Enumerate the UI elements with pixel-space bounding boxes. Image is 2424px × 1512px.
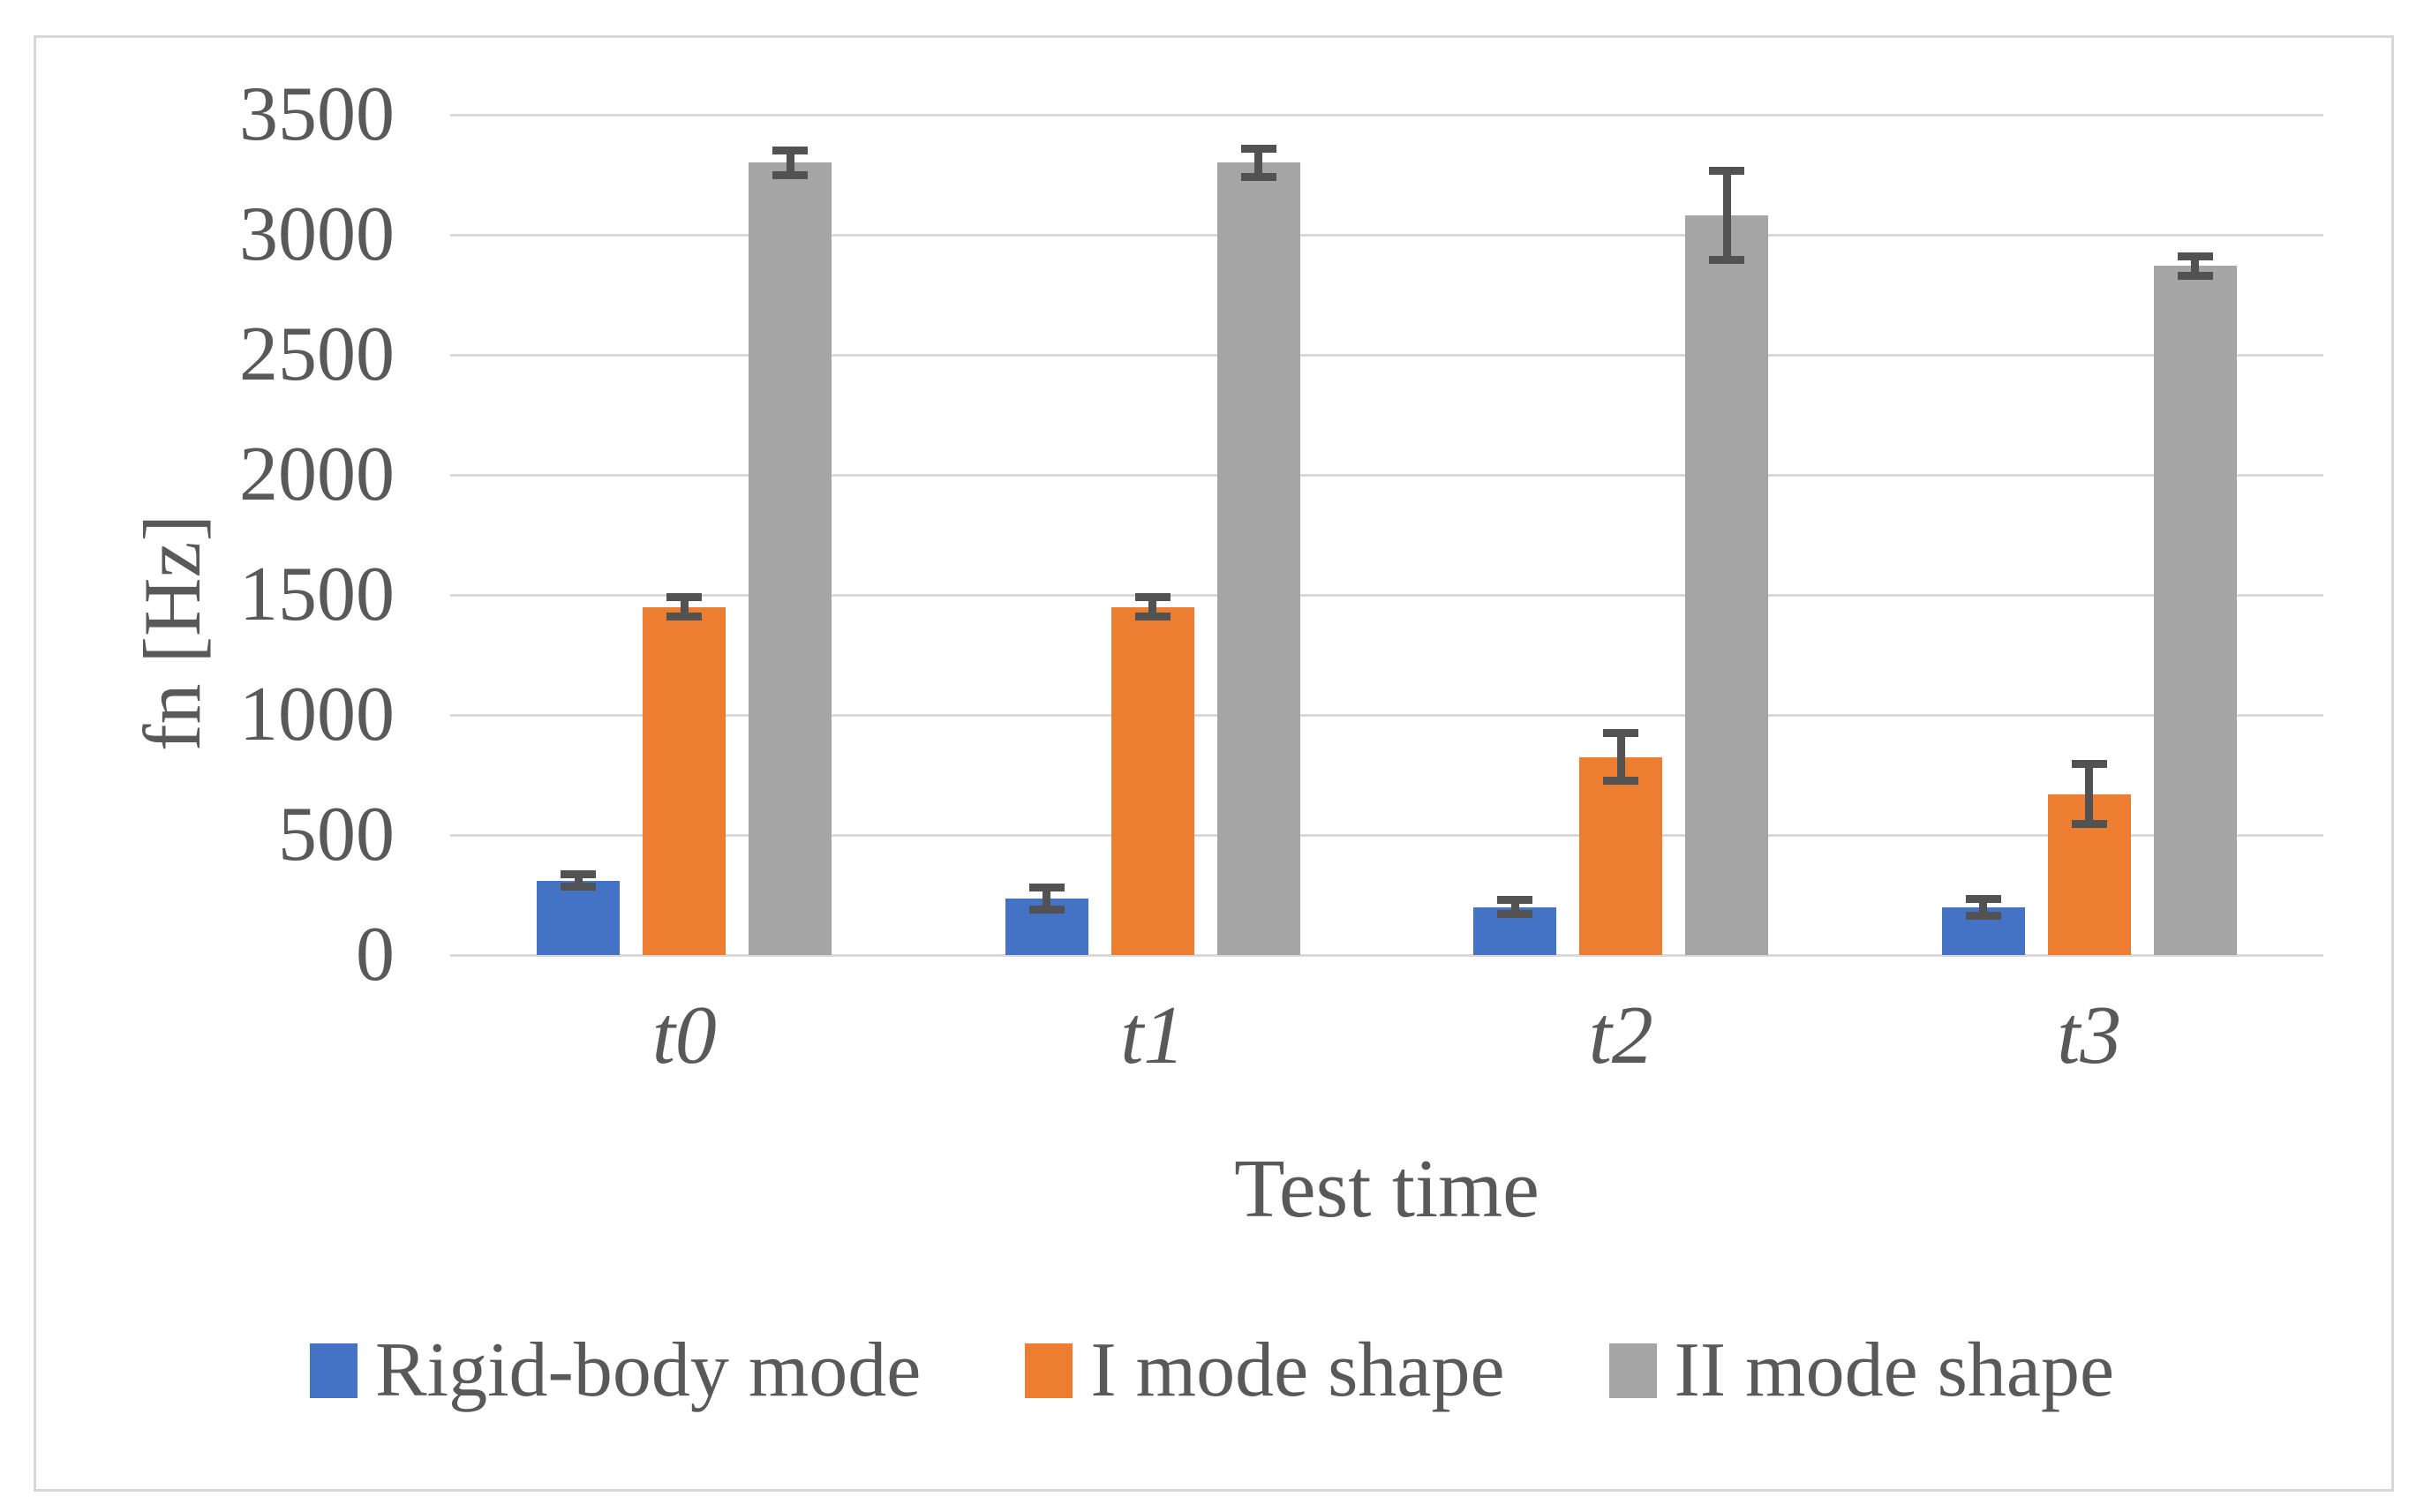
error-bar-stem bbox=[1979, 899, 1988, 916]
error-bar-cap bbox=[1965, 911, 2001, 920]
x-category-label-t2: t2 bbox=[1588, 989, 1653, 1081]
bar-t1-ii-mode-shape bbox=[1216, 162, 1300, 955]
gridline-3000 bbox=[450, 233, 2323, 237]
y-tick-label: 1500 bbox=[239, 552, 395, 637]
bar-t2-i-mode-shape bbox=[1579, 756, 1663, 955]
legend-swatch bbox=[1025, 1343, 1073, 1398]
plot-area bbox=[450, 113, 2323, 957]
error-bar-cap bbox=[666, 612, 703, 621]
error-bar-cap bbox=[1603, 777, 1639, 786]
error-bar-cap bbox=[1965, 894, 2001, 903]
error-bar-cap bbox=[2177, 252, 2213, 260]
x-axis-title: Test time bbox=[1234, 1143, 1539, 1235]
bar-t0-ii-mode-shape bbox=[749, 162, 832, 955]
gridline-3500 bbox=[450, 113, 2323, 117]
error-bar-cap bbox=[2177, 271, 2213, 280]
error-bar-stem bbox=[2085, 764, 2094, 824]
error-bar-cap bbox=[1709, 167, 1745, 176]
gridline-1500 bbox=[450, 593, 2323, 597]
error-bar-stem bbox=[1510, 899, 1519, 914]
error-bar-cap bbox=[2071, 820, 2107, 829]
y-axis-title: fn [Hz] bbox=[127, 514, 217, 752]
y-tick-label: 1000 bbox=[239, 672, 395, 757]
error-bar-stem bbox=[574, 874, 583, 887]
error-bar-cap bbox=[1134, 612, 1171, 621]
error-bar-cap bbox=[1709, 256, 1745, 265]
error-bar-cap bbox=[1603, 728, 1639, 737]
bar-t2-ii-mode-shape bbox=[1685, 215, 1769, 955]
gridline-0 bbox=[450, 953, 2323, 957]
error-bar-stem bbox=[2191, 256, 2200, 276]
legend-item-rigid-body-mode: Rigid-body mode bbox=[309, 1322, 922, 1419]
gridline-2000 bbox=[450, 473, 2323, 477]
legend-item-i-mode-shape: I mode shape bbox=[1025, 1322, 1505, 1419]
error-bar-stem bbox=[786, 150, 794, 175]
error-bar-stem bbox=[1043, 887, 1051, 910]
x-category-label-t3: t3 bbox=[2057, 989, 2122, 1081]
error-bar-stem bbox=[1722, 170, 1731, 260]
error-bar-stem bbox=[1148, 597, 1157, 617]
y-tick-label: 3000 bbox=[239, 192, 395, 277]
error-bar-cap bbox=[772, 147, 809, 155]
error-bar-stem bbox=[1254, 148, 1263, 177]
legend-swatch bbox=[1608, 1343, 1657, 1398]
error-bar-cap bbox=[772, 170, 809, 179]
error-bar-stem bbox=[1616, 733, 1625, 781]
error-bar-cap bbox=[2071, 760, 2107, 769]
error-bar-cap bbox=[561, 870, 597, 879]
error-bar-cap bbox=[1497, 910, 1533, 919]
bar-t0-rigid-body-mode bbox=[537, 880, 621, 955]
x-category-label-t1: t1 bbox=[1120, 989, 1186, 1081]
chart-legend: Rigid-body mode I mode shape II mode shape bbox=[0, 1322, 2424, 1419]
legend-swatch bbox=[309, 1343, 358, 1398]
legend-label: I mode shape bbox=[1090, 1328, 1505, 1413]
error-bar-cap bbox=[1028, 905, 1065, 914]
legend-label: Rigid-body mode bbox=[374, 1328, 922, 1413]
y-tick-label: 3500 bbox=[239, 71, 395, 157]
error-bar-cap bbox=[1240, 144, 1276, 153]
error-bar-stem bbox=[680, 597, 689, 617]
gridline-2500 bbox=[450, 353, 2323, 357]
y-tick-label: 500 bbox=[278, 792, 395, 877]
error-bar-cap bbox=[561, 882, 597, 891]
gridline-500 bbox=[450, 833, 2323, 837]
error-bar-cap bbox=[666, 593, 703, 602]
gridline-1000 bbox=[450, 713, 2323, 717]
error-bar-cap bbox=[1028, 884, 1065, 892]
y-tick-label: 2000 bbox=[239, 432, 395, 517]
legend-label: II mode shape bbox=[1674, 1328, 2115, 1413]
bar-t3-ii-mode-shape bbox=[2153, 266, 2237, 955]
error-bar-cap bbox=[1134, 593, 1171, 602]
error-bar-cap bbox=[1497, 895, 1533, 904]
bar-t1-i-mode-shape bbox=[1110, 606, 1194, 955]
bar-t0-i-mode-shape bbox=[643, 606, 726, 955]
error-bar-cap bbox=[1240, 173, 1276, 182]
x-category-label-t0: t0 bbox=[651, 989, 717, 1081]
legend-item-ii-mode-shape: II mode shape bbox=[1608, 1322, 2115, 1419]
y-tick-label: 0 bbox=[356, 912, 395, 997]
y-tick-label: 2500 bbox=[239, 312, 395, 397]
